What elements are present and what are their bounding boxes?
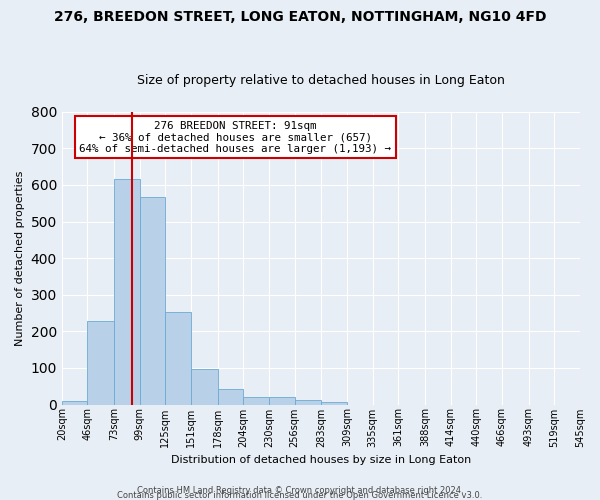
Text: 276 BREEDON STREET: 91sqm
← 36% of detached houses are smaller (657)
64% of semi: 276 BREEDON STREET: 91sqm ← 36% of detac… <box>79 120 391 154</box>
Bar <box>140 197 166 404</box>
Text: 276, BREEDON STREET, LONG EATON, NOTTINGHAM, NG10 4FD: 276, BREEDON STREET, LONG EATON, NOTTING… <box>54 10 546 24</box>
X-axis label: Distribution of detached houses by size in Long Eaton: Distribution of detached houses by size … <box>171 455 471 465</box>
Title: Size of property relative to detached houses in Long Eaton: Size of property relative to detached ho… <box>137 74 505 87</box>
Text: Contains HM Land Registry data © Crown copyright and database right 2024.: Contains HM Land Registry data © Crown c… <box>137 486 463 495</box>
Bar <box>218 389 244 404</box>
Bar <box>269 397 295 404</box>
Bar <box>244 397 269 404</box>
Bar <box>295 400 322 404</box>
Bar <box>166 312 191 404</box>
Text: Contains public sector information licensed under the Open Government Licence v3: Contains public sector information licen… <box>118 491 482 500</box>
Bar <box>88 321 114 404</box>
Bar <box>322 402 347 404</box>
Bar <box>114 178 140 404</box>
Y-axis label: Number of detached properties: Number of detached properties <box>15 170 25 346</box>
Bar <box>62 401 88 404</box>
Bar <box>191 369 218 404</box>
